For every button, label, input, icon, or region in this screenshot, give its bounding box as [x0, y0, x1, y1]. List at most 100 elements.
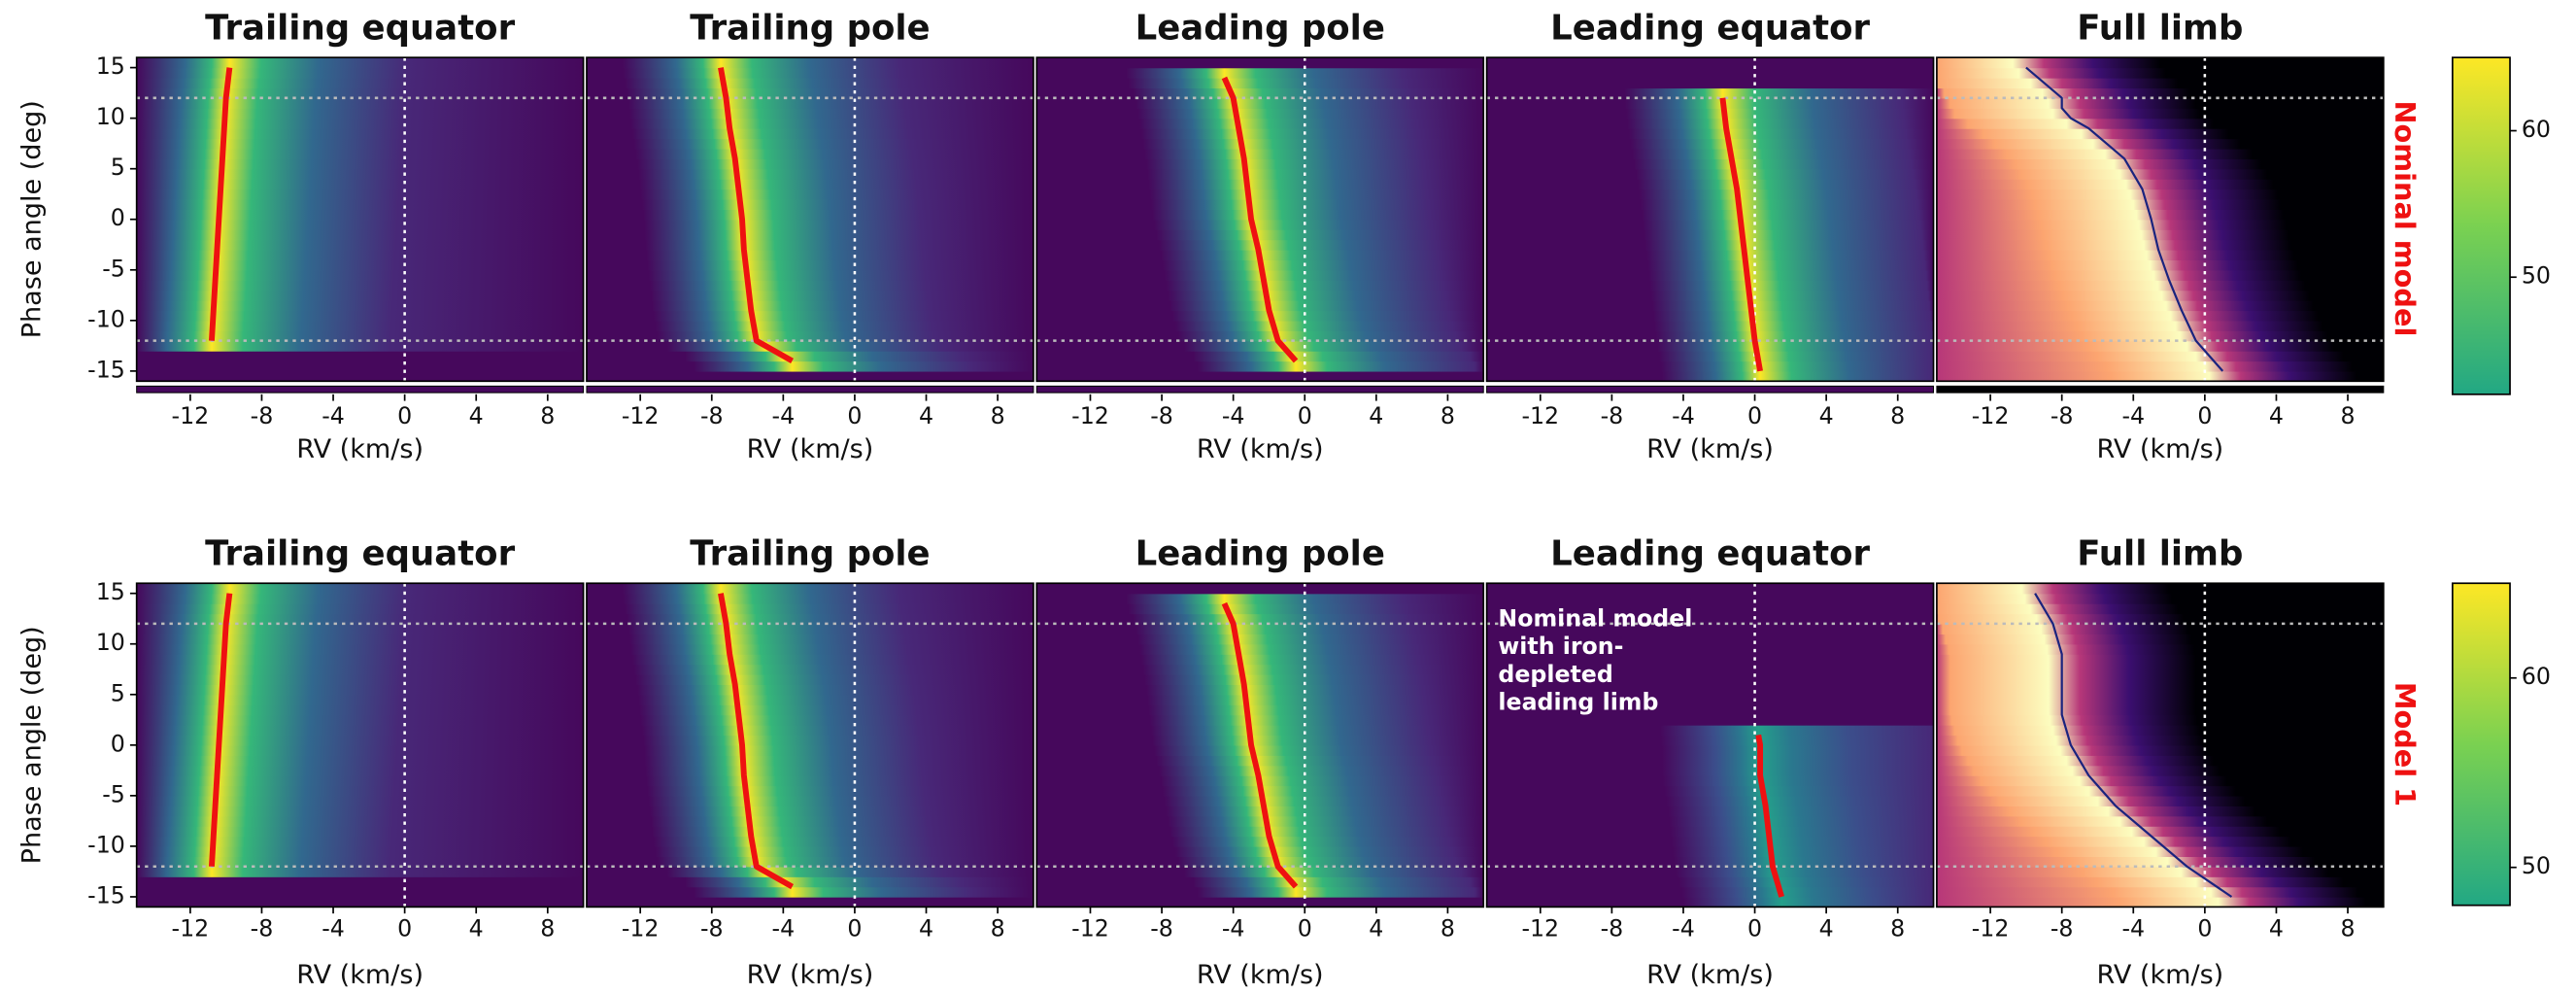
rv-line [2025, 66, 2224, 372]
panel-frame [586, 56, 1034, 383]
heat-row [136, 613, 584, 625]
heat-row [1936, 67, 2384, 79]
heat-row [1936, 290, 2384, 301]
panel-title: Leading pole [1135, 534, 1385, 574]
heat-row [1036, 168, 1484, 180]
heat-row [136, 593, 584, 604]
heat-row [586, 805, 1034, 817]
x-tick-label: -8 [2051, 915, 2074, 943]
x-tick-label: 4 [469, 402, 484, 429]
heat-row [1486, 845, 1934, 858]
heat-row [1036, 158, 1484, 170]
heat-row [586, 845, 1034, 858]
x-tick-label: 4 [919, 915, 933, 943]
heat-row [136, 158, 584, 170]
heat-row [136, 673, 584, 686]
rv-line [1719, 97, 1763, 372]
heat-row [586, 108, 1034, 120]
x-tick-label: 8 [991, 402, 1005, 429]
heat-row [136, 351, 584, 362]
x-axis-label: RV (km/s) [1197, 960, 1324, 990]
heat-row [1936, 866, 2384, 877]
heat-row [586, 836, 1034, 847]
heat-row [136, 704, 584, 716]
heat-row [1936, 168, 2384, 180]
heat-row [1486, 714, 1934, 726]
annotation-line: Nominal model [1498, 604, 1692, 632]
heat-row [1486, 684, 1934, 696]
heat-row [1036, 805, 1484, 817]
heat-row [1486, 300, 1934, 312]
heat-row [586, 67, 1034, 79]
heat-row [586, 189, 1034, 200]
heat-row [1486, 239, 1934, 251]
heat-row [1486, 896, 1934, 908]
heat-row [1486, 673, 1934, 686]
heat-row [1936, 209, 2384, 221]
x-tick-label: 8 [991, 915, 1005, 943]
heat-row [136, 108, 584, 120]
heat-row [586, 148, 1034, 159]
heat-row [1936, 219, 2384, 230]
heat-row [1486, 603, 1934, 615]
heat-row [1486, 866, 1934, 877]
heat-row [1936, 735, 2384, 746]
heat-row [136, 280, 584, 291]
heat-row [136, 664, 584, 675]
x-tick-label: -4 [2121, 402, 2145, 429]
x-tick-label: 0 [2197, 915, 2212, 943]
y-tick-label: 0 [111, 730, 125, 757]
panel-title: Leading pole [1135, 8, 1385, 48]
heat-row [136, 209, 584, 221]
heat-row [1936, 280, 2384, 291]
heat-row [1936, 785, 2384, 797]
heat-row [136, 815, 584, 827]
panel-title: Leading equator [1550, 8, 1870, 48]
panel-frame [1035, 56, 1485, 383]
heat-row [1036, 826, 1484, 838]
annotation-line: with iron- [1498, 633, 1623, 660]
panel-frame [1485, 56, 1935, 383]
heat-row [136, 886, 584, 898]
heat-row [586, 886, 1034, 898]
heat-row [1936, 370, 2384, 382]
heat-row [1486, 876, 1934, 888]
heat-row [1936, 118, 2384, 129]
heat-row [586, 603, 1034, 615]
x-tick-label: 8 [540, 402, 555, 429]
heat-row [1486, 179, 1934, 190]
heat-row [1486, 168, 1934, 180]
heat-row [1486, 320, 1934, 331]
x-tick-label: -12 [1071, 402, 1109, 429]
x-tick-label: -12 [1521, 402, 1559, 429]
heat-row [1936, 684, 2384, 696]
heat-row [1936, 189, 2384, 200]
heat-row [586, 684, 1034, 696]
x-tick-label: -4 [1672, 915, 1695, 943]
heat-row [1486, 725, 1934, 737]
axis-break-strip [1486, 385, 1935, 394]
heat-row [1036, 623, 1484, 634]
heat-row [1486, 613, 1934, 625]
heat-row [1936, 694, 2384, 705]
heat-row [1036, 755, 1484, 767]
heat-row [586, 815, 1034, 827]
heat-row [1486, 87, 1934, 99]
heat-row [136, 623, 584, 634]
y-tick-label: 5 [111, 679, 125, 706]
heat-row [1936, 198, 2384, 211]
x-tick-label: 0 [1747, 402, 1762, 429]
x-tick-label: -8 [700, 402, 724, 429]
heat-row [586, 826, 1034, 838]
heat-row [1486, 209, 1934, 221]
x-tick-label: -4 [1672, 402, 1695, 429]
x-tick-label: -8 [251, 402, 274, 429]
heat-row [1936, 755, 2384, 767]
heat-row [136, 189, 584, 200]
heat-row [136, 744, 584, 756]
heat-row [1936, 87, 2384, 99]
heat-row [136, 57, 584, 69]
heat-row [1036, 219, 1484, 230]
heat-row [1036, 694, 1484, 705]
panel-title: Full limb [2077, 8, 2243, 48]
